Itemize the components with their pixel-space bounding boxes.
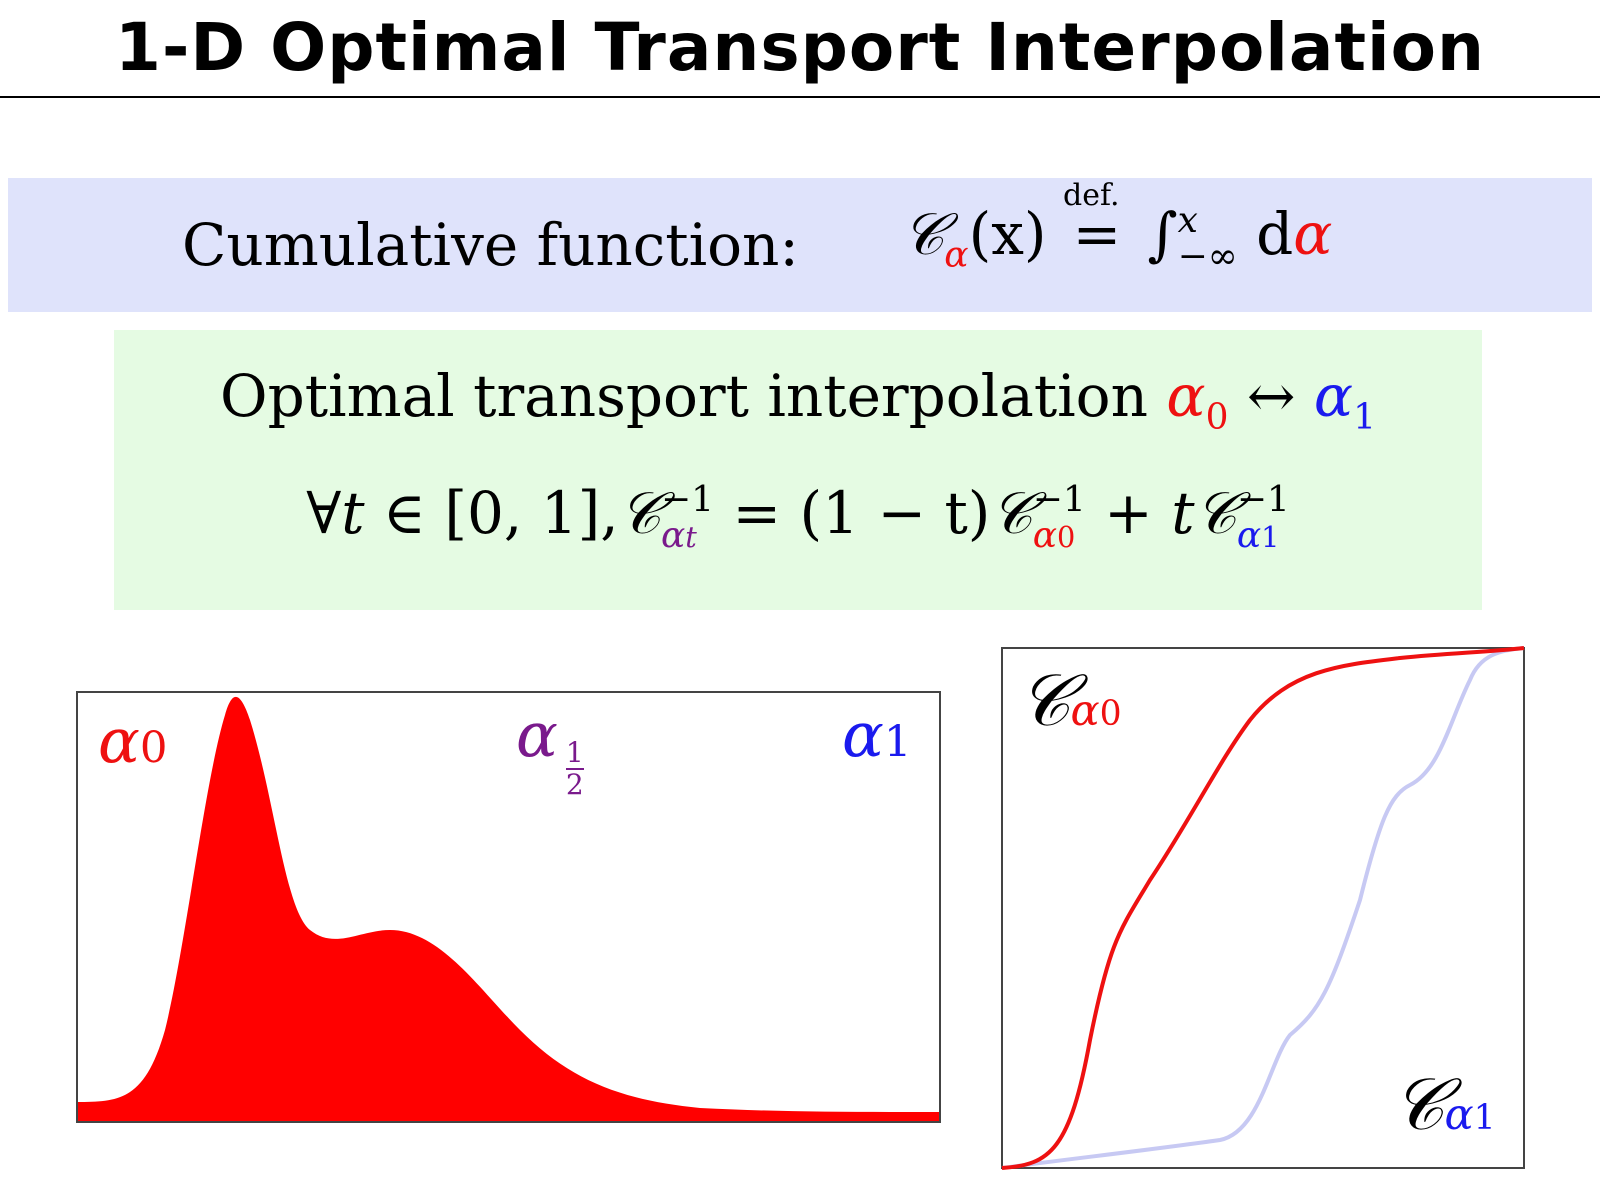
integral-alpha: α	[1293, 200, 1333, 268]
eq-C-1-sub: α1	[1236, 514, 1290, 556]
integral-lower: −∞	[1177, 235, 1238, 277]
label-c1-alpha: α	[1444, 1090, 1474, 1140]
interpolation-equation: ∀t ∈ [0, 1],𝒞 −1 αt = (1 − t)𝒞 −1 α0 + t𝒞 −1 α…	[114, 468, 1482, 558]
arrow-symbol: ↔	[1246, 362, 1296, 430]
eq-equals: =	[732, 479, 782, 547]
label-half-den: 2	[565, 768, 584, 801]
eq-plus: +	[1104, 479, 1153, 547]
label-half-num: 1	[565, 736, 584, 770]
eq-C-1-sub-alpha: α	[1236, 514, 1262, 556]
eq-C-0: 𝒞	[990, 479, 1033, 547]
c-alpha0-curve	[1001, 646, 1525, 1170]
def-equals: def. =	[1063, 178, 1129, 268]
alpha1-symbol: α	[1313, 362, 1354, 430]
alpha0-sub: 0	[1205, 396, 1229, 438]
eq-C-t: 𝒞	[618, 479, 661, 547]
label-alpha-half-alpha: α	[516, 698, 558, 771]
integral-sign: ∫	[1147, 200, 1178, 268]
in-symbol: ∈	[382, 479, 426, 547]
eq-C-0-sub-alpha: α	[1032, 514, 1057, 556]
integral-d: d	[1256, 200, 1294, 268]
alpha0-symbol: α	[1166, 362, 1206, 430]
label-c0-index: 0	[1099, 694, 1122, 734]
label-c1-index: 1	[1473, 1098, 1496, 1138]
label-c0-C: 𝒞	[1018, 658, 1071, 742]
label-alpha0: α0	[98, 706, 167, 783]
label-alpha1: α1	[842, 700, 911, 777]
label-c-alpha0: 𝒞α0	[1018, 660, 1122, 754]
label-alpha1-sub: 1	[883, 717, 912, 767]
label-c1-C: 𝒞	[1392, 1062, 1445, 1146]
eq-C-1-inv: −1	[1236, 479, 1290, 521]
c-alpha1-curve	[1001, 646, 1525, 1170]
eq-C-t-sub: αt	[661, 514, 714, 556]
def-eq-sign: =	[1072, 200, 1122, 268]
eq-C-1: 𝒞	[1194, 479, 1237, 547]
eq-t: t	[341, 479, 365, 547]
eq-C-0-sub-0: 0	[1057, 519, 1076, 554]
eq-C-1-scripts: −1 α1	[1237, 482, 1290, 554]
eq-C-t-sub-alpha: α	[661, 514, 686, 556]
forall-symbol: ∀	[306, 479, 342, 547]
integral-upper: x	[1177, 200, 1198, 242]
integral-limits: x −∞	[1178, 203, 1238, 275]
eq-C-0-inv: −1	[1032, 479, 1086, 521]
cumulative-C: 𝒞	[902, 200, 945, 268]
def-label: def.	[1062, 178, 1120, 213]
page-title: 1-D Optimal Transport Interpolation	[115, 9, 1485, 86]
label-alpha0-alpha: α	[98, 704, 140, 777]
eq-one-minus-t: (1 − t)	[799, 479, 991, 547]
label-c1-sub: α1	[1445, 1090, 1496, 1140]
label-alpha1-alpha: α	[842, 698, 884, 771]
density-plot-frame	[76, 691, 941, 1123]
cumulative-definition-box	[8, 178, 1592, 312]
title-divider	[0, 96, 1600, 98]
label-c0-alpha: α	[1070, 686, 1100, 736]
alpha0-density-area	[77, 696, 940, 1122]
interpolation-title-text: Optimal transport interpolation	[220, 362, 1148, 430]
interpolation-box	[114, 330, 1482, 610]
eq-C-0-scripts: −1 α0	[1033, 482, 1086, 554]
cumulative-alpha-sub: α	[944, 234, 969, 276]
interval: [0, 1],	[444, 479, 619, 547]
label-c-alpha1: 𝒞α1	[1392, 1064, 1496, 1158]
label-c0-sub: α0	[1071, 686, 1122, 736]
eq-C-t-scripts: −1 αt	[661, 482, 714, 554]
eq-C-1-sub-1: 1	[1261, 519, 1280, 554]
cumulative-formula: 𝒞α(x) def. = ∫ x −∞ dα	[902, 178, 1333, 300]
cumulative-arg: (x)	[968, 200, 1047, 268]
eq-t2: t	[1171, 479, 1195, 547]
cumulative-plot-frame	[1001, 647, 1525, 1169]
cumulative-label: Cumulative function:	[182, 211, 799, 279]
eq-C-0-sub: α0	[1032, 514, 1086, 556]
eq-C-t-inv: −1	[661, 479, 714, 521]
interpolation-title: Optimal transport interpolation α0 ↔ α1	[114, 356, 1482, 436]
alpha1-sub: 1	[1353, 396, 1376, 438]
label-alpha0-sub: 0	[139, 723, 168, 773]
eq-C-t-sub-t: t	[685, 519, 697, 554]
